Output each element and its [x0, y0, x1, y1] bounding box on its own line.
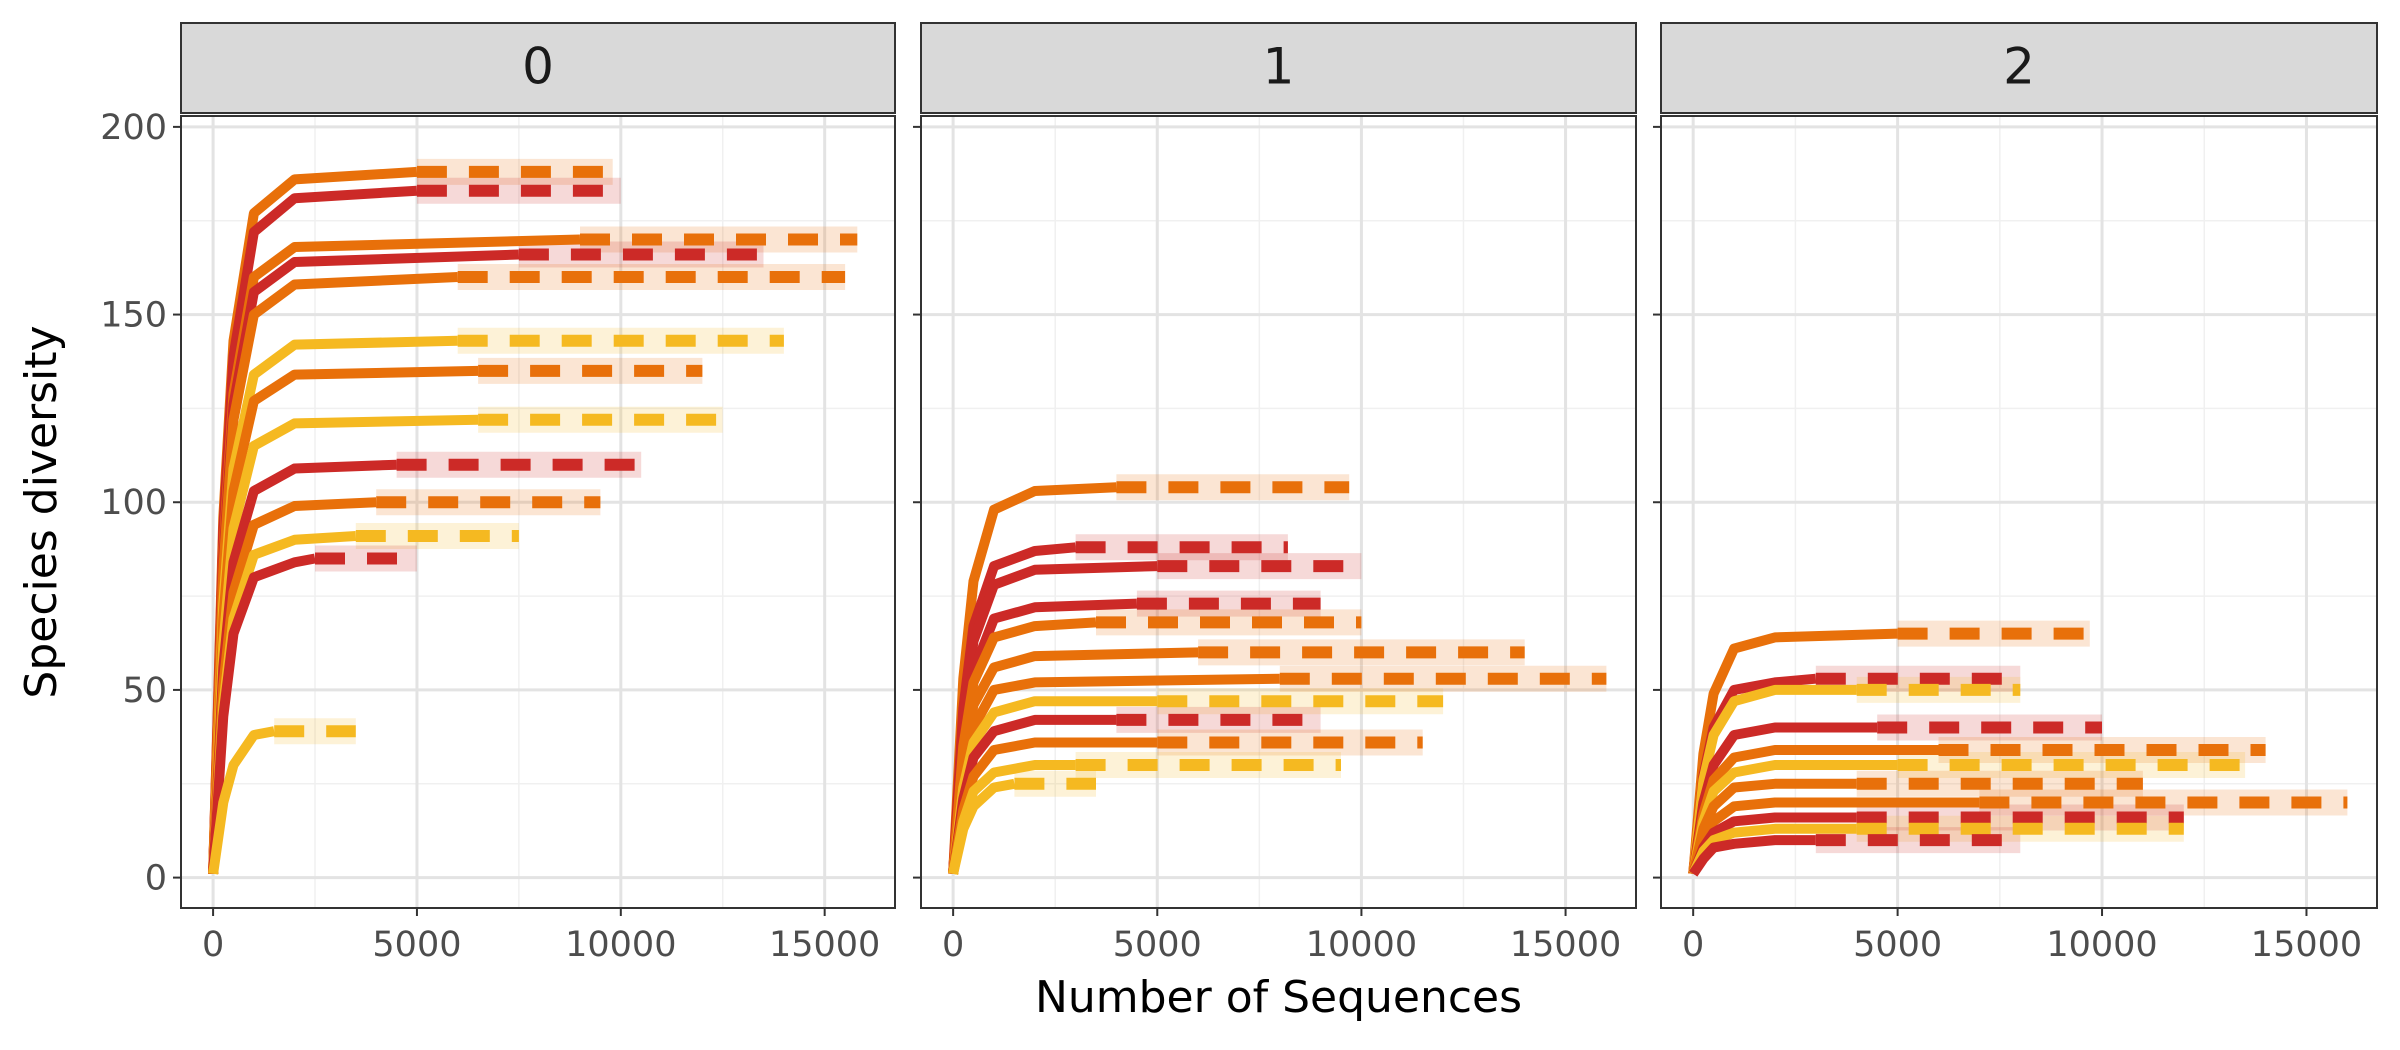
x-tick-label: 15000	[1510, 925, 1621, 965]
strip-label: 2	[2003, 38, 2035, 96]
rarefaction-curve	[1689, 835, 1816, 877]
strip-label: 0	[522, 38, 554, 96]
x-tick-label: 5000	[1853, 925, 1942, 965]
rarefaction-curve	[208, 553, 316, 875]
y-tick-label: 0	[145, 859, 167, 899]
plot-area	[948, 474, 1607, 875]
strip	[1660, 22, 2378, 114]
x-tick-label: 15000	[2251, 925, 2362, 965]
strip-label: 1	[1263, 38, 1295, 96]
panel-border	[1660, 115, 2378, 909]
x-axis-title: Number of Sequences	[1035, 972, 1522, 1023]
x-tick-label: 10000	[1306, 925, 1417, 965]
x-tick-label: 5000	[372, 925, 461, 965]
y-tick-label: 100	[100, 483, 167, 523]
plot-area	[1688, 620, 2348, 877]
panel-border	[180, 115, 896, 909]
strip	[920, 22, 1637, 114]
panel-border	[920, 115, 1637, 909]
x-tick-label: 0	[202, 925, 224, 965]
x-tick-label: 5000	[1113, 925, 1202, 965]
rarefaction-curve	[208, 726, 276, 875]
panel-background	[1661, 116, 2377, 908]
y-tick-label: 50	[122, 671, 167, 711]
x-tick-label: 10000	[565, 925, 676, 965]
x-tick-label: 15000	[769, 925, 880, 965]
rarefaction-curve	[948, 778, 1016, 875]
panel-background	[921, 116, 1636, 908]
plot-area	[208, 158, 858, 875]
y-tick-label: 200	[100, 108, 167, 148]
x-tick-label: 10000	[2046, 925, 2157, 965]
y-axis-title: Species diversity	[16, 325, 67, 698]
x-tick-label: 0	[942, 925, 964, 965]
strip	[180, 22, 896, 114]
x-tick-label: 0	[1682, 925, 1704, 965]
y-tick-label: 150	[100, 296, 167, 336]
